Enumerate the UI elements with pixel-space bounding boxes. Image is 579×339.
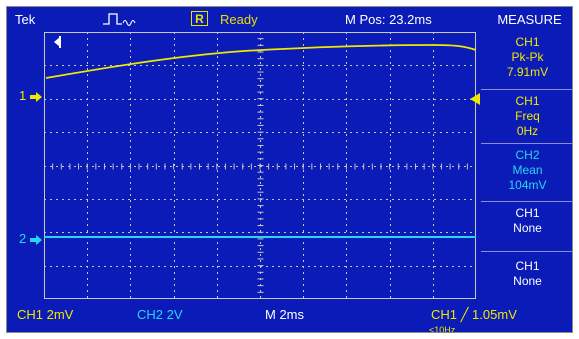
graticule	[44, 32, 476, 299]
timebase: M 2ms	[265, 307, 304, 322]
measure-type: Mean	[512, 163, 543, 177]
measure-type: None	[513, 221, 542, 235]
trigger-readout: CH1 ╱ 1.05mV	[431, 307, 517, 322]
status-bar: Tek R Ready M Pos: 23.2ms	[7, 7, 572, 31]
measure-source: CH1	[515, 206, 540, 220]
measure-slot-2[interactable]: CH1 Freq 0Hz	[481, 89, 572, 143]
arrow-right-icon	[29, 91, 42, 102]
oscilloscope-screen: Tek R Ready M Pos: 23.2ms MEASURE CH1 Pk…	[6, 6, 573, 333]
measure-type: Freq	[515, 109, 540, 123]
measure-source: CH2	[515, 148, 540, 162]
pulse-waveform-icon	[103, 11, 137, 30]
measure-value: 0Hz	[516, 124, 539, 138]
arrow-right-icon	[29, 234, 42, 245]
trigger-frequency: <10Hz	[429, 325, 456, 333]
brand-label: Tek	[15, 12, 36, 27]
ch1-ground-marker[interactable]: 1	[19, 88, 42, 103]
measure-title: MEASURE	[497, 12, 562, 27]
ch2-ground-marker[interactable]: 2	[19, 231, 42, 246]
waveform-display	[44, 32, 476, 299]
measure-slot-4[interactable]: CH1 None	[481, 201, 572, 251]
main-position: M Pos: 23.2ms	[345, 12, 432, 27]
trigger-level-arrow-icon[interactable]	[470, 93, 480, 108]
bottom-status-bar: CH1 2mV CH2 2V M 2ms CH1 ╱ 1.05mV <10Hz	[7, 303, 572, 333]
ch2-scale: CH2 2V	[137, 307, 183, 322]
ch1-trace	[45, 44, 476, 79]
ch1-marker-label: 1	[19, 88, 27, 103]
measure-type: None	[513, 274, 542, 288]
trigger-position-icon	[54, 36, 61, 48]
ch2-marker-label: 2	[19, 231, 27, 246]
run-indicator: R	[191, 11, 208, 26]
measure-value: 7.91mV	[506, 65, 549, 79]
measure-panel: CH1 Pk-Pk 7.91mV CH1 Freq 0Hz CH2 Mean 1…	[481, 31, 572, 299]
measure-slot-5[interactable]: CH1 None	[481, 251, 572, 299]
acquisition-status: Ready	[220, 12, 258, 27]
ch1-scale: CH1 2mV	[17, 307, 74, 322]
measure-value: 104mV	[508, 178, 547, 192]
measure-slot-3[interactable]: CH2 Mean 104mV	[481, 143, 572, 201]
measure-source: CH1	[515, 94, 540, 108]
measure-slot-1[interactable]: CH1 Pk-Pk 7.91mV	[481, 31, 572, 89]
measure-source: CH1	[515, 35, 540, 49]
measure-source: CH1	[515, 259, 540, 273]
measure-type: Pk-Pk	[511, 50, 544, 64]
